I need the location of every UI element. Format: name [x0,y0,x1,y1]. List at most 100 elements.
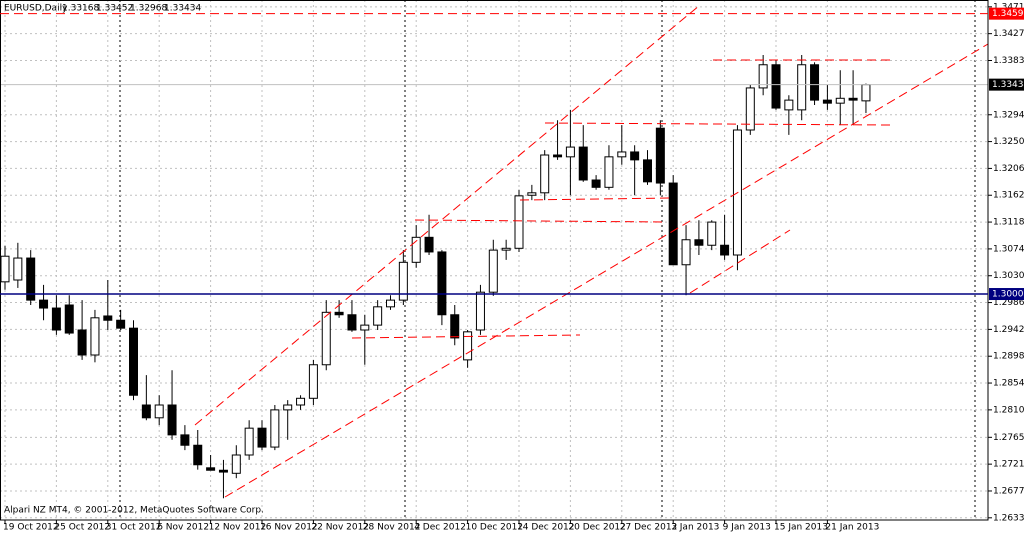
candle-body [167,404,177,436]
price-label: 1.30000 [992,290,1024,300]
candle-body [39,299,49,309]
price-label: 1.34598 [992,9,1024,19]
y-tick-label: 1.2633 [993,513,1024,523]
candle-body [810,64,820,101]
candle-body [501,247,511,251]
trend-line [224,43,989,498]
y-tick-label: 1.27650 [993,433,1024,443]
candle-body [13,257,23,281]
candle-body [308,364,318,399]
last-price-label: 1.33434 [992,80,1024,90]
candle-body [758,64,768,89]
y-tick-label: 1.30300 [993,271,1024,281]
candle-body [450,314,460,339]
candle-body [720,244,730,256]
x-tick-label: 16 Nov 2012 [260,523,318,533]
x-tick-label: 9 Jan 2013 [723,523,771,533]
copyright: Alpari NZ MT4, © 2001-2012, MetaQuotes S… [4,506,264,516]
candle-body [463,331,473,361]
y-tick-label: 1.2986 [993,298,1024,308]
candle-body [347,314,357,331]
plot-frame [0,0,989,521]
candle-body [64,304,74,334]
candle-body [244,427,254,456]
candle-body [553,154,563,158]
trend-line [689,229,791,294]
x-tick-label: 25 Oct 2012 [54,523,110,533]
x-tick-label: 27 Dec 2012 [620,523,678,533]
candle-body [193,444,203,466]
candle-body [321,311,331,366]
candle-body [26,257,36,301]
y-tick-label: 1.3206 [993,164,1024,174]
candle-body [218,469,228,473]
x-tick-label: 31 Oct 2012 [106,523,162,533]
candle-body [206,467,216,471]
x-tick-label: 15 Jan 2013 [774,523,828,533]
y-tick-label: 1.33830 [993,56,1024,66]
candle-body [668,182,678,266]
x-tick-label: 22 Nov 2012 [311,523,369,533]
y-tick-label: 1.3118 [993,218,1024,228]
price-label-box [989,288,1024,301]
candle-body [578,146,588,181]
candle-body [411,236,421,263]
candle-body [437,251,447,316]
price-label-box [989,7,1024,20]
candle-body [77,329,87,356]
marks [0,0,988,520]
x-tick-label: 28 Nov 2012 [363,523,421,533]
x-tick-label: 12 Nov 2012 [209,523,267,533]
candle-body [386,299,395,308]
candle-body [373,306,383,326]
level-line [544,122,891,126]
candle-body [398,261,408,301]
candle-body [514,195,524,249]
candle-body [655,127,665,184]
y-tick-label: 1.3294 [993,110,1024,120]
header: EURUSD,Daily 1.33168 1.33452 1.32968 1.3… [4,4,201,14]
candle-body [591,179,601,188]
candle-body [51,307,61,331]
candle-body [424,236,434,253]
candle-body [822,99,832,104]
last-low: 1.32968 [130,4,167,14]
y-tick-label: 1.3162 [993,191,1024,201]
y-tick-label: 1.2854 [993,379,1024,389]
last-open: 1.33168 [62,4,99,14]
candle-body [360,324,370,331]
candle-body [630,151,640,161]
y-tick-label: 1.28100 [993,405,1024,415]
level-line [351,334,581,339]
x-tick-label: 4 Dec 2012 [414,523,466,533]
x-tick-label: 6 Nov 2012 [157,523,209,533]
symbol: EURUSD,Daily [4,4,68,14]
candle-body [784,99,794,111]
candle-body [604,156,614,188]
candle-body [861,84,871,102]
y-tick-label: 1.34710 [993,2,1024,12]
level-line [519,197,671,201]
last-close: 1.33434 [164,4,201,14]
y-tick-label: 1.2677 [993,486,1024,496]
y-tick-label: 1.3074 [993,244,1024,254]
candle-body [565,146,575,158]
y-tick-label: 1.32500 [993,137,1024,147]
candle-body [745,87,755,131]
y-tick-label: 1.34270 [993,29,1024,39]
trend-line [194,4,701,426]
last-price-box [989,78,1024,91]
candle-body [797,64,807,111]
candle-body [90,317,100,356]
x-tick-label: 3 Jan 2013 [671,523,719,533]
y-tick-label: 1.2721 [993,460,1024,470]
candle-body [681,239,691,266]
candle-body [129,327,138,396]
candle-body [103,315,113,321]
last-high: 1.33452 [96,4,133,14]
candle-body [0,255,10,283]
candle-body [617,151,627,158]
candle-body [848,97,858,101]
